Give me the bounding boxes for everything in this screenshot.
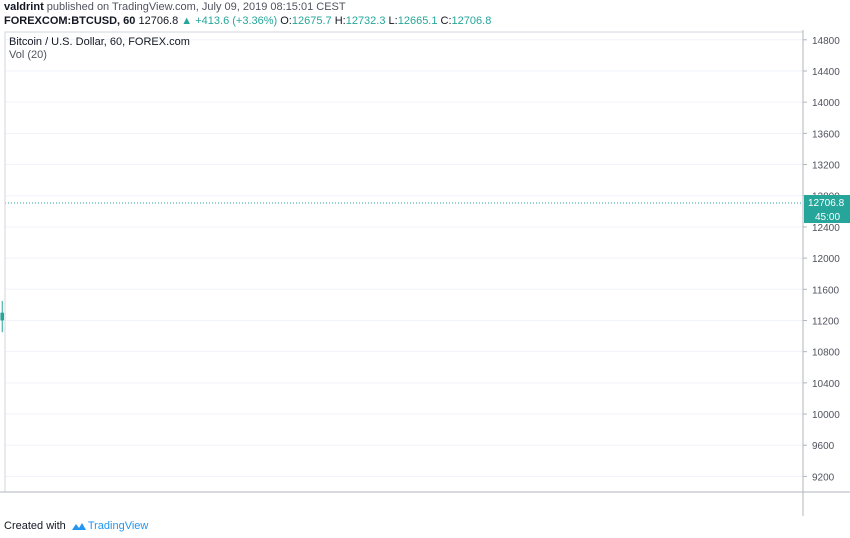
y-tick-label: 11200 [812,316,840,327]
ohlc-legend: FOREXCOM:BTCUSD, 60 12706.8 ▲ +413.6 (+3… [4,15,491,27]
y-tick-label: 10400 [812,379,840,390]
y-tick-label: 10000 [812,410,840,421]
candle [0,300,5,333]
y-tick-label: 12400 [812,223,840,234]
author-name[interactable]: valdrint [4,1,44,13]
close-value: 12706.8 [451,15,492,27]
candle-body [0,312,5,321]
y-tick-label: 10800 [812,348,840,359]
high-label: H: [334,15,346,27]
created-with-text: Created with [4,520,66,532]
y-tick-label: 14800 [812,36,840,47]
y-tick-label: 12000 [812,254,840,265]
last-price: 12706.8 [138,15,179,27]
tradingview-logo-icon[interactable] [71,522,86,531]
y-tick-label: 9600 [812,441,835,452]
tradingview-brand[interactable]: TradingView [87,520,149,532]
plot-border [4,31,804,493]
chart-area[interactable]: 1.13(14385.4)1(13851.6)0.88(13358.7)0.78… [0,30,850,516]
high-value: 12732.3 [345,15,386,27]
y-tick-label: 9200 [812,472,835,483]
open-label: O: [280,15,292,27]
chart-title: Bitcoin / U.S. Dollar, 60, FOREX.com [9,36,190,48]
countdown-tag [804,209,850,223]
y-tick-label: 14000 [812,98,840,109]
footer: Created with TradingView [0,516,850,538]
change-value: ▲ +413.6 (+3.36%) [181,15,278,27]
low-value: 12665.1 [397,15,438,27]
publish-header: valdrint published on TradingView.com, J… [0,0,850,30]
y-tick-label: 13200 [812,161,840,172]
published-text: published on TradingView.com, July 09, 2… [43,1,346,13]
close-label: C: [440,15,452,27]
last-price-tag-label: 12706.8 [808,198,845,209]
y-tick-label: 11600 [812,285,840,296]
chart-subtitle: Vol (20) [9,49,47,61]
publish-info: valdrint published on TradingView.com, J… [4,1,346,13]
y-tick-label: 13600 [812,129,840,140]
y-tick-label: 14400 [812,67,840,78]
countdown-tag-label: 45:00 [815,212,840,223]
low-label: L: [388,15,398,27]
open-value: 12675.7 [291,15,332,27]
last-price-tag [804,194,850,210]
candlestick-chart[interactable]: 1.13(14385.4)1(13851.6)0.88(13358.7)0.78… [0,30,850,516]
created-with: Created with TradingView [4,520,148,532]
symbol-label: FOREXCOM:BTCUSD, 60 [4,15,136,27]
